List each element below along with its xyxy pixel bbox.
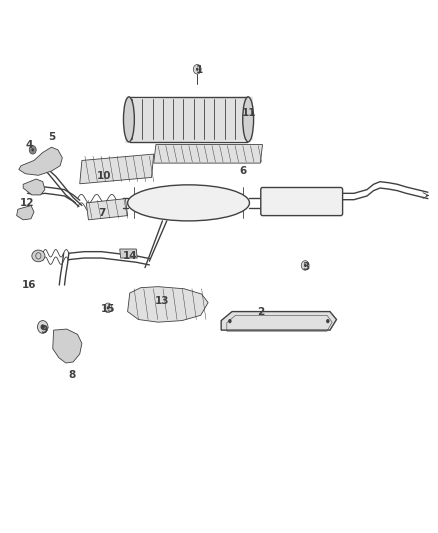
Polygon shape	[86, 199, 127, 220]
Polygon shape	[80, 154, 154, 184]
Ellipse shape	[124, 97, 134, 142]
Text: 14: 14	[123, 251, 137, 261]
Text: 6: 6	[239, 166, 247, 176]
Circle shape	[29, 146, 36, 154]
Circle shape	[32, 148, 34, 151]
Circle shape	[38, 320, 48, 333]
Polygon shape	[154, 144, 262, 163]
Polygon shape	[17, 206, 34, 220]
Circle shape	[107, 306, 110, 310]
Polygon shape	[19, 147, 62, 175]
Circle shape	[326, 319, 329, 323]
Circle shape	[193, 64, 201, 74]
Polygon shape	[127, 287, 208, 322]
Text: 1: 1	[196, 66, 203, 75]
Text: 4: 4	[26, 140, 33, 150]
Text: 2: 2	[257, 306, 264, 317]
Ellipse shape	[32, 250, 45, 262]
FancyBboxPatch shape	[261, 188, 343, 216]
Circle shape	[304, 264, 307, 267]
Ellipse shape	[127, 185, 250, 221]
Text: 10: 10	[96, 172, 111, 181]
Text: 9: 9	[40, 325, 48, 335]
Polygon shape	[23, 179, 45, 195]
Circle shape	[104, 303, 112, 313]
Text: 5: 5	[48, 132, 55, 142]
Circle shape	[41, 324, 45, 329]
Polygon shape	[120, 249, 137, 258]
Text: 15: 15	[101, 304, 115, 314]
Text: 12: 12	[20, 198, 35, 208]
Circle shape	[301, 261, 309, 270]
Text: 16: 16	[21, 280, 36, 290]
Polygon shape	[221, 312, 336, 330]
Text: 7: 7	[98, 208, 105, 219]
Text: 8: 8	[68, 370, 75, 380]
Text: 11: 11	[242, 108, 257, 118]
Polygon shape	[53, 329, 82, 363]
Text: 3: 3	[302, 262, 310, 271]
Ellipse shape	[243, 97, 254, 142]
Circle shape	[228, 319, 232, 323]
Circle shape	[196, 68, 198, 71]
Text: 13: 13	[155, 296, 170, 306]
